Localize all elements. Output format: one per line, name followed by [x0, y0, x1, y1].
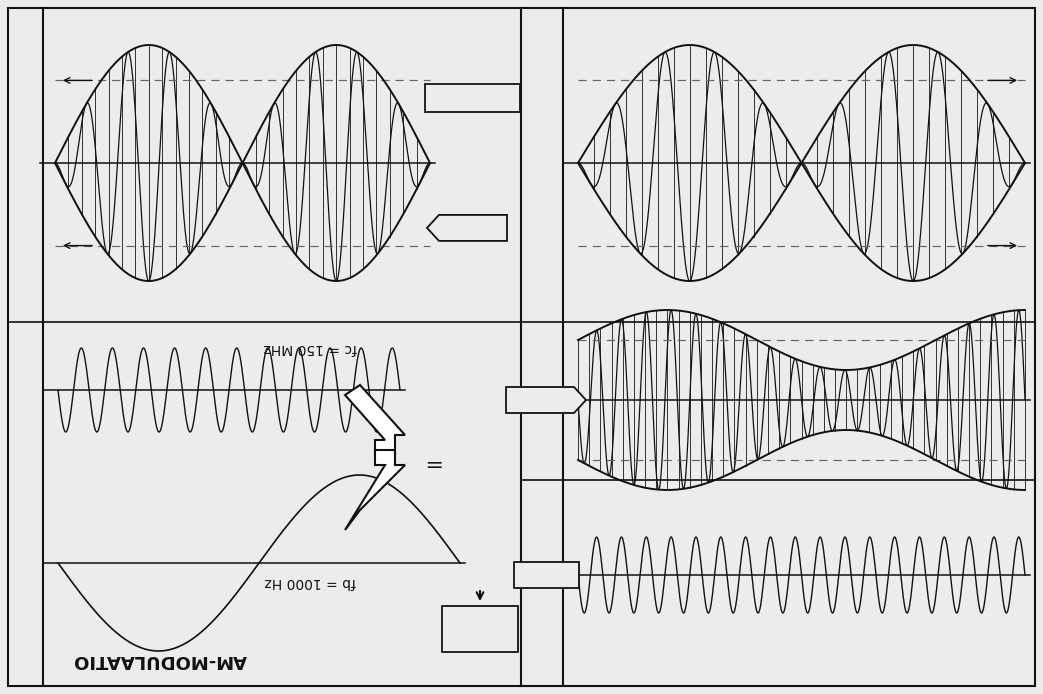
Text: mod.: mod.	[464, 616, 495, 629]
Polygon shape	[427, 215, 507, 241]
Text: fb = 1000 Hz: fb = 1000 Hz	[264, 575, 356, 589]
Text: 20%: 20%	[529, 393, 563, 407]
Bar	[425, 84, 519, 112]
Text: prob.: prob.	[464, 631, 496, 643]
Bar	[442, 606, 518, 652]
Polygon shape	[345, 385, 405, 455]
Polygon shape	[506, 387, 586, 413]
Polygon shape	[345, 450, 405, 530]
Text: AM-MODULAATIO: AM-MODULAATIO	[73, 651, 247, 669]
Text: 0 %: 0 %	[532, 568, 560, 582]
Text: =: =	[420, 452, 439, 472]
Bar	[513, 562, 579, 588]
Text: 100% ly: 100% ly	[441, 91, 503, 105]
Text: fc = 150 MHz: fc = 150 MHz	[263, 341, 357, 355]
Text: 100%: 100%	[445, 221, 489, 235]
